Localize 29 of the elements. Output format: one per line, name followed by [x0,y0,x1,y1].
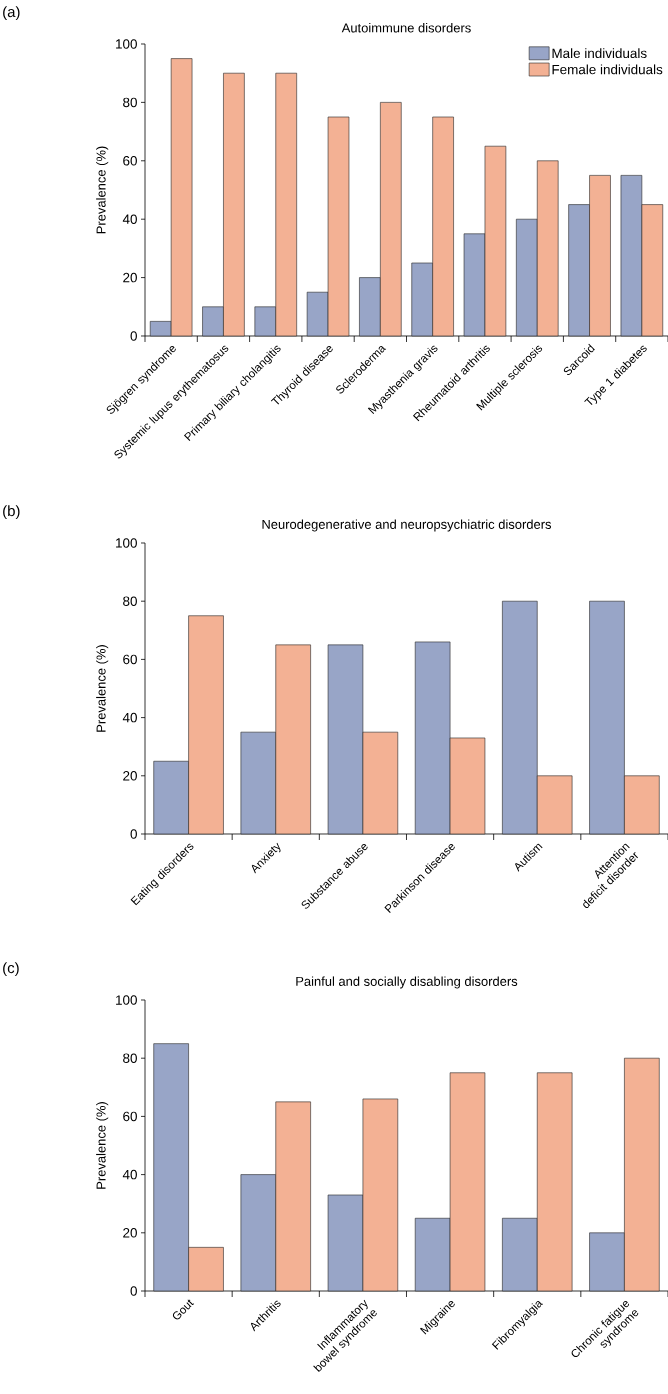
chart-title: Neurodegenerative and neuropsychiatric disorders [262,519,552,532]
y-tick-label: 0 [130,331,137,341]
text: (a) [3,6,20,21]
y-tick-label: 60 [123,1111,137,1122]
legend-label: Female individuals [552,64,663,75]
y-axis-title: Prevalence (%) [96,1102,109,1189]
y-tick-label: 80 [123,596,137,606]
y-tick-label: 0 [130,829,137,839]
y-tick-label: 60 [123,654,137,665]
text: (c) [3,962,19,977]
y-tick-label: 20 [123,272,137,283]
y-tick-label: 80 [123,1053,137,1063]
chart-title: Autoimmune disorders [341,22,471,33]
y-tick-label: 100 [116,538,137,548]
y-tick-label: 20 [123,1228,137,1238]
y-axis-title: Prevalence (%) [96,146,109,234]
y-tick-label: 60 [123,156,137,166]
y-tick-label: 100 [116,995,137,1005]
chart-title: Painful and socially disabling disorders [296,976,518,989]
y-tick-label: 100 [116,39,137,49]
y-tick-label: 20 [123,771,137,781]
y-axis-title: Prevalence (%) [96,645,109,732]
y-tick-label: 0 [130,1286,137,1296]
text: (b) [3,505,20,520]
legend-label: Male individuals [552,48,647,59]
y-tick-label: 80 [123,97,137,108]
y-tick-label: 40 [122,1169,137,1180]
y-tick-label: 40 [122,214,137,224]
y-tick-label: 40 [122,712,137,723]
